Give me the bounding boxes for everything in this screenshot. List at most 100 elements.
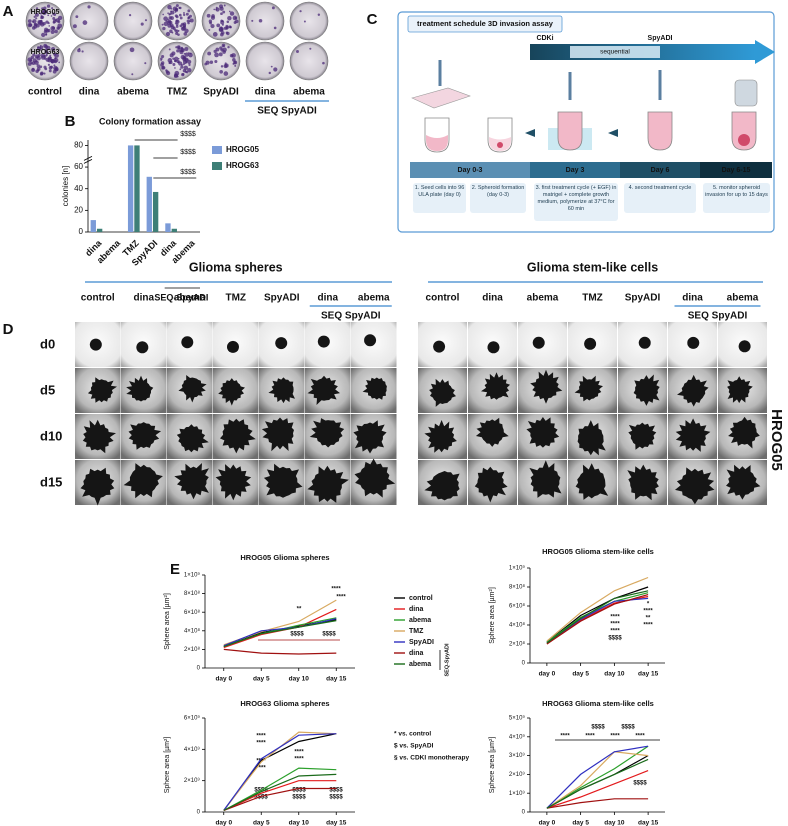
series-line: [546, 594, 649, 645]
annotation: ****: [260, 632, 270, 638]
spheroid: [675, 418, 711, 452]
y-tick-label: 0: [522, 661, 526, 667]
colony: [220, 65, 224, 68]
annotation: $$$$: [591, 725, 605, 731]
column-label: dina: [79, 87, 100, 98]
sequential-label: sequential: [600, 49, 630, 56]
colony: [140, 22, 144, 26]
colony: [36, 64, 41, 68]
colony: [162, 26, 166, 31]
tube: [731, 111, 757, 151]
colony: [161, 54, 165, 59]
colony: [175, 23, 179, 26]
colony: [161, 23, 164, 26]
colony: [220, 19, 223, 23]
x-tick-label: day 10: [289, 820, 310, 826]
annotation: ****: [560, 734, 570, 740]
colony: [47, 63, 51, 66]
spheroid: [309, 418, 345, 448]
colony: [39, 65, 43, 69]
colony: [185, 61, 188, 64]
series-line: [223, 620, 337, 648]
colony: [48, 25, 51, 27]
colony: [40, 71, 44, 75]
colony: [50, 30, 55, 35]
column-label: TMZ: [582, 293, 603, 304]
colony: [234, 16, 237, 20]
step-text-box: 5. monitor spheroid invasion for up to 1…: [705, 185, 768, 198]
colony: [165, 70, 169, 74]
annotation: $$$$: [329, 788, 343, 794]
colony: [27, 57, 33, 63]
colony: [39, 19, 43, 23]
colony: [187, 68, 192, 73]
colony: [206, 13, 211, 18]
spheroid: [215, 464, 252, 501]
panel-label: E: [170, 561, 180, 578]
y-tick-label: 4×10⁸: [184, 627, 201, 634]
spheroid: [424, 471, 460, 501]
colony: [167, 5, 172, 10]
well: [113, 41, 153, 81]
colony: [161, 66, 165, 70]
series-line: [546, 595, 649, 645]
legend-label: TMZ: [409, 628, 424, 635]
colony: [46, 4, 51, 8]
series-line: [546, 758, 649, 809]
colony: [216, 23, 221, 28]
series-line: [223, 733, 337, 811]
step-text: 4. second treatment cycle: [628, 185, 692, 191]
y-tick-label: 80: [74, 141, 83, 150]
illustrations: [411, 60, 758, 153]
colony: [210, 24, 215, 29]
colony: [165, 20, 168, 23]
spheroid: [87, 377, 117, 403]
series-line: [546, 576, 649, 642]
colony: [229, 11, 235, 16]
sequential-band: [570, 46, 660, 58]
colony: [45, 33, 48, 36]
legend-note: $ vs. SpyADI: [394, 743, 434, 750]
colony: [231, 53, 236, 58]
colony: [52, 16, 56, 20]
colony: [183, 22, 187, 26]
legend-group-label: SEQ-SpyADI: [444, 643, 450, 676]
y-tick-label: 6×10⁸: [184, 609, 201, 616]
legend-note: § vs. CDKI monotherapy: [394, 755, 470, 762]
colony: [295, 50, 299, 53]
well: [245, 1, 285, 41]
x-tick-label: day 5: [253, 820, 270, 826]
colony: [220, 26, 223, 29]
colony: [131, 73, 134, 76]
spheroid: [126, 375, 154, 402]
colony: [33, 15, 36, 18]
colony: [87, 5, 91, 9]
x-tick-label: day 5: [572, 820, 589, 826]
annotation: $$$$: [180, 169, 196, 176]
colony: [227, 16, 232, 21]
bar: [90, 220, 96, 232]
legend-swatch: [212, 146, 222, 154]
colony: [165, 31, 171, 37]
group-title: Glioma spheres: [189, 260, 283, 274]
colony: [36, 56, 41, 61]
colony: [234, 64, 237, 67]
well: [289, 1, 329, 41]
step-box: [534, 183, 618, 221]
colony: [52, 19, 57, 24]
colony: [167, 20, 172, 25]
colony: [44, 48, 48, 52]
column-label: abema: [117, 87, 149, 98]
series-line: [546, 751, 649, 809]
axis-break: [83, 159, 93, 164]
colony: [232, 58, 236, 62]
spheroid: [526, 417, 560, 448]
colony: [31, 67, 35, 71]
colony: [251, 19, 254, 22]
schedule-title: treatment schedule 3D invasion assay: [417, 19, 554, 28]
group-label: SEQ SpyADI: [257, 106, 317, 117]
colony: [162, 13, 164, 16]
colony: [144, 19, 148, 22]
flow-arrow: [525, 129, 535, 137]
